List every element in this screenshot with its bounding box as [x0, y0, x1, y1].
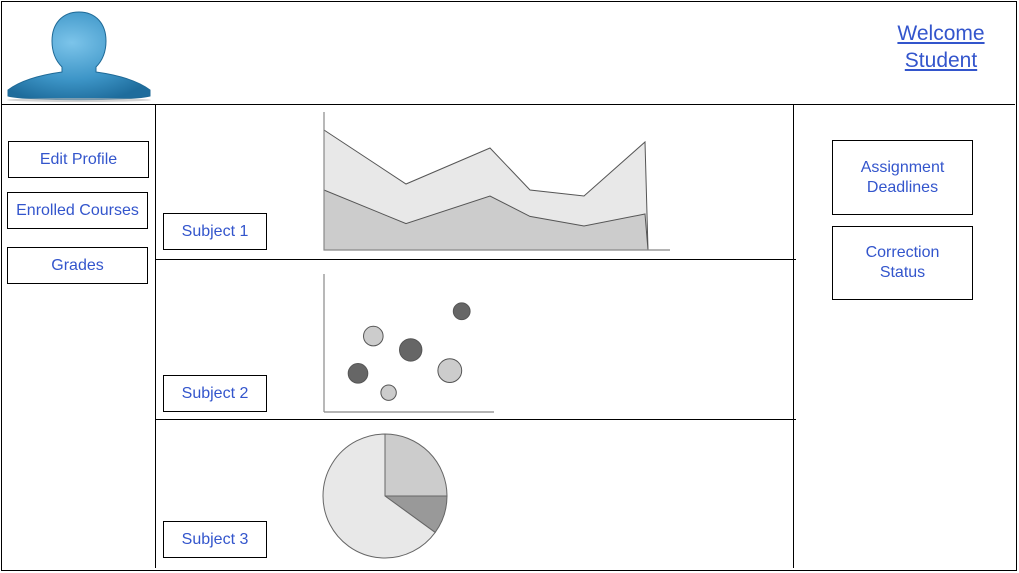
correction-status-button[interactable]: Correction Status: [832, 226, 973, 300]
row-divider-1: [155, 259, 796, 260]
subject-2-button[interactable]: Subject 2: [163, 375, 267, 412]
scatter-point-6: [452, 302, 471, 321]
sidebar-divider: [155, 104, 156, 568]
scatter-point-4: [399, 338, 423, 362]
welcome-line-2[interactable]: Student: [904, 49, 978, 72]
welcome-line-1[interactable]: Welcome: [897, 22, 985, 45]
row-divider-2: [155, 419, 796, 420]
user-avatar-icon[interactable]: [4, 8, 154, 108]
scatter-point-2: [363, 325, 384, 347]
assignment-deadlines-button[interactable]: Assignment Deadlines: [832, 140, 973, 215]
subject-3-button[interactable]: Subject 3: [163, 521, 267, 558]
grades-label: Grades: [51, 256, 104, 274]
edit-profile-button[interactable]: Edit Profile: [8, 141, 149, 178]
pie-slice-3: [322, 433, 436, 559]
scatter-point-3: [380, 384, 397, 401]
area-chart: [323, 112, 670, 251]
welcome-student-link[interactable]: Welcome Student: [870, 20, 1012, 74]
scatter-point-5: [437, 358, 463, 383]
assignment-deadlines-label: Assignment Deadlines: [860, 158, 945, 196]
scatter-chart: [323, 274, 494, 413]
correction-status-label: Correction Status: [865, 244, 940, 281]
subject-1-button[interactable]: Subject 1: [163, 213, 267, 250]
enrolled-courses-label: Enrolled Courses: [16, 201, 139, 219]
right-panel-divider: [793, 104, 794, 568]
area-series-2: [323, 189, 649, 251]
edit-profile-label: Edit Profile: [39, 150, 118, 168]
scatter-point-1: [347, 363, 369, 384]
pie-slice-1: [384, 433, 448, 497]
subject-3-label: Subject 3: [181, 530, 249, 548]
grades-button[interactable]: Grades: [7, 247, 148, 284]
area-series-1: [323, 129, 649, 251]
subject-1-label: Subject 1: [181, 222, 249, 240]
enrolled-courses-button[interactable]: Enrolled Courses: [7, 192, 148, 229]
header-divider: [2, 104, 1015, 105]
pie-chart: [322, 433, 448, 559]
subject-2-label: Subject 2: [181, 384, 249, 402]
